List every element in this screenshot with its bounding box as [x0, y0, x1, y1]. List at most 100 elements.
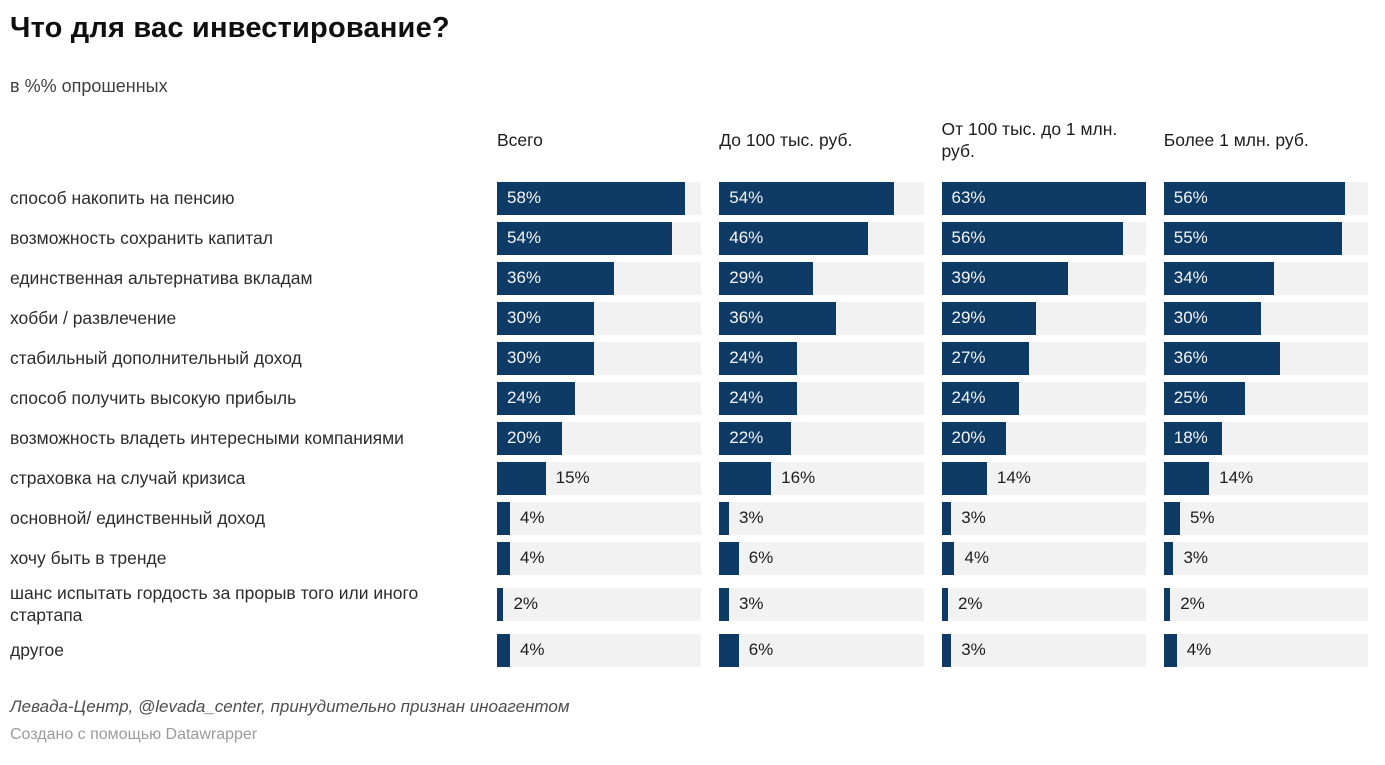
chart-row: способ накопить на пенсию 58% 54% 63% 56% [10, 181, 1368, 215]
bar-track: 27% [941, 341, 1146, 375]
bar-track: 15% [497, 461, 702, 495]
bar-value-label: 4% [1186, 640, 1212, 660]
bar-value-label: 24% [729, 388, 764, 408]
bar-fill [1163, 221, 1343, 255]
bar-track: 25% [1163, 381, 1368, 415]
bar-track: 36% [497, 261, 702, 295]
bar-value-label: 30% [507, 348, 542, 368]
bar-value-label: 24% [729, 348, 764, 368]
bar-value-label: 2% [1180, 594, 1205, 614]
bar-fill [719, 421, 791, 455]
bar-fill [1163, 181, 1346, 215]
bar-value-label: 24% [951, 388, 986, 408]
bar-fill [1163, 461, 1210, 495]
bar-value-label: 54% [729, 188, 764, 208]
bar-track: 22% [719, 421, 924, 455]
bar-value-label: 3% [738, 594, 764, 614]
bar-track: 16% [719, 461, 924, 495]
bar-value-label: 3% [738, 508, 764, 528]
bar-value-label: 24% [507, 388, 542, 408]
row-label: способ накопить на пенсию [10, 188, 235, 209]
bar-fill [719, 181, 895, 215]
bar-value-label: 63% [951, 188, 986, 208]
bar-track: 29% [719, 261, 924, 295]
chart-row: способ получить высокую прибыль 24% 24% 24%… [10, 381, 1368, 415]
chart-row: стабильный дополнительный доход 30% 24% 27%… [10, 341, 1368, 375]
bar-fill [941, 421, 1007, 455]
bar-value-label: 56% [951, 228, 986, 248]
bar-value-label: 2% [957, 594, 983, 614]
bar-track: 18% [1163, 421, 1368, 455]
bar-fill [941, 261, 1068, 295]
bar-fill [719, 341, 798, 375]
bar-value-label: 14% [1219, 468, 1254, 488]
bar-value-label: 6% [748, 548, 774, 568]
bar-fill [941, 587, 948, 621]
bar-fill [1163, 301, 1261, 335]
datawrapper-attribution-link[interactable]: Создано с помощью Datawrapper [10, 725, 258, 743]
bar-track: 56% [1163, 181, 1368, 215]
bar-fill [1163, 501, 1180, 535]
bar-fill [497, 261, 614, 295]
bar-track: 34% [1163, 261, 1368, 295]
bar-track: 3% [719, 587, 924, 621]
bar-fill [719, 587, 729, 621]
row-label: хочу быть в тренде [10, 548, 167, 569]
bar-value-label: 18% [1173, 428, 1208, 448]
row-label: возможность сохранить капитал [10, 228, 273, 249]
bar-track: 14% [941, 461, 1146, 495]
bar-fill [719, 261, 814, 295]
bar-track: 54% [497, 221, 702, 255]
row-label: основной/ единственный доход [10, 508, 266, 529]
bar-value-label: 56% [1173, 188, 1208, 208]
bar-fill [497, 181, 686, 215]
bar-fill [497, 501, 510, 535]
bar-track: 4% [497, 633, 702, 667]
bar-fill [941, 381, 1020, 415]
bar-track: 5% [1163, 501, 1368, 535]
bar-value-label: 27% [951, 348, 986, 368]
row-label: страховка на случай кризиса [10, 468, 246, 489]
bar-value-label: 54% [507, 228, 542, 248]
bar-track: 24% [719, 341, 924, 375]
bar-fill [1163, 261, 1274, 295]
bar-track: 24% [497, 381, 702, 415]
bar-track: 4% [497, 541, 702, 575]
chart-row: страховка на случай кризиса 15% 16% 14% 14% [10, 461, 1368, 495]
bar-value-label: 16% [781, 468, 816, 488]
source-note: Левада-Центр, @levada_center, принудител… [10, 696, 570, 716]
column-header-under-100k: До 100 тыс. руб. [719, 130, 853, 150]
bar-track: 30% [497, 341, 702, 375]
bar-fill [1163, 381, 1245, 415]
bar-value-label: 25% [1173, 388, 1208, 408]
bar-value-label: 2% [513, 594, 539, 614]
bar-value-label: 3% [961, 640, 986, 660]
bar-value-label: 29% [951, 308, 986, 328]
bar-value-label: 30% [507, 308, 542, 328]
column-header-over-1m: Более 1 млн. руб. [1163, 130, 1309, 150]
bar-value-label: 58% [507, 188, 542, 208]
bar-fill [497, 341, 595, 375]
bar-fill [719, 633, 739, 667]
bar-track: 2% [497, 587, 702, 621]
bar-track: 54% [719, 181, 924, 215]
bar-value-label: 36% [1173, 348, 1208, 368]
bar-track: 2% [1163, 587, 1368, 621]
bar-value-label: 4% [519, 548, 545, 568]
bar-fill [719, 381, 798, 415]
bar-track: 20% [497, 421, 702, 455]
bar-track: 4% [941, 541, 1146, 575]
bar-fill [1163, 633, 1177, 667]
row-label: шанс испытать гордость за прорыв того ил… [10, 582, 419, 626]
bar-track: 20% [941, 421, 1146, 455]
bar-track: 58% [497, 181, 702, 215]
bar-value-label: 39% [951, 268, 986, 288]
bar-fill [497, 633, 510, 667]
bar-fill [719, 541, 739, 575]
chart-row: основной/ единственный доход 4% 3% 3% 5% [10, 501, 1368, 535]
bar-fill [1163, 587, 1171, 621]
row-label: возможность владеть интересными компания… [10, 428, 404, 449]
chart-row: возможность сохранить капитал 54% 46% 56% 55… [10, 221, 1368, 255]
bar-value-label: 3% [1183, 548, 1209, 568]
bar-track: 2% [941, 587, 1146, 621]
